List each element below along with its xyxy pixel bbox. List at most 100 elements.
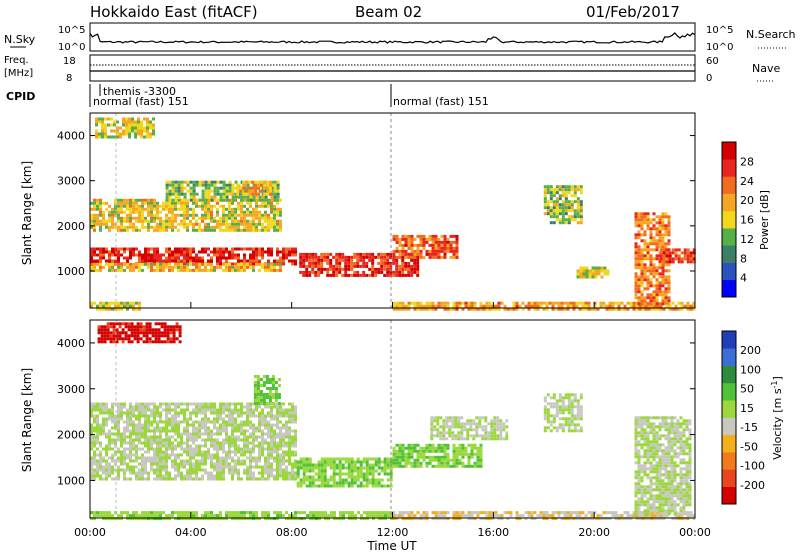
power-cell [168,259,171,263]
velocity-cell [246,477,249,481]
velocity-cell [121,322,125,326]
velocity-cell [111,426,114,430]
velocity-cell [240,408,243,412]
velocity-cell [455,455,459,459]
power-cell [279,213,282,217]
power-cell [234,213,237,217]
velocity-cell [222,408,225,412]
velocity-cell [341,481,345,485]
power-cell [652,224,656,228]
power-cell [101,132,104,136]
velocity-cell [225,408,228,412]
velocity-cell [192,408,195,412]
velocity-cell [437,464,441,468]
velocity-cell [464,464,468,468]
power-cell [152,129,155,133]
power-cell [141,225,144,229]
power-cell [180,186,184,190]
power-cell [128,132,131,136]
velocity-cell [201,426,204,430]
velocity-cell [473,517,477,521]
power-cell [174,256,177,260]
power-cell [213,228,216,232]
velocity-cell [267,411,270,415]
velocity-cell [141,414,144,418]
velocity-cell [147,444,150,448]
velocity-cell [608,511,612,515]
velocity-cell [614,514,618,518]
power-cell [576,188,580,192]
velocity-cell [133,331,137,335]
velocity-cell [225,438,228,442]
power-cell [222,216,225,220]
velocity-cell [437,455,441,459]
power-cell [655,215,659,219]
power-cell [240,222,243,226]
velocity-cell [159,417,162,421]
velocity-cell [132,465,135,469]
power-cell [225,259,228,263]
power-cell [407,240,411,244]
velocity-cell [162,459,165,463]
velocity-cell [172,328,176,332]
power-cell [207,210,210,214]
power-cell [201,180,205,184]
velocity-cell [124,322,128,326]
power-cell [231,198,235,202]
power-cell [260,189,264,193]
power-cell [591,275,595,279]
power-cell [338,270,342,274]
power-cell [276,219,279,223]
velocity-cell [219,411,222,415]
velocity-cell [458,449,462,453]
power-cell [144,247,147,251]
power-cell [443,237,447,241]
power-cell [603,269,607,273]
velocity-cell [404,455,408,459]
velocity-cell [144,432,147,436]
power-cell [137,132,140,136]
power-cell [536,301,540,305]
power-cell [652,263,656,267]
power-cell [237,259,240,263]
power-cell [222,219,225,223]
power-cell [282,262,285,266]
velocity-cell [452,449,456,453]
power-cell [674,251,678,255]
velocity-cell [213,402,216,406]
power-cell [174,207,177,211]
power-cell [567,200,571,204]
power-cell [655,284,659,288]
velocity-cell [180,462,183,466]
power-cell [543,206,547,210]
velocity-cell [311,481,315,485]
power-cell [246,186,250,190]
power-cell [561,215,565,219]
velocity-cell [162,426,165,430]
power-cell [149,135,152,139]
velocity-cell [145,331,149,335]
velocity-cell [174,405,177,409]
power-cell [114,307,117,311]
velocity-cell [228,465,231,469]
velocity-cell [157,334,161,338]
velocity-cell [270,426,273,430]
power-cell [662,260,666,264]
power-cell [555,185,559,189]
velocity-cell [490,422,494,426]
velocity-cell [129,423,132,427]
power-cell [599,304,603,308]
velocity-cell [180,471,183,475]
power-cell [111,262,114,266]
velocity-cell [478,419,482,423]
power-cell [222,207,225,211]
velocity-cell [132,459,135,463]
power-cell [294,262,297,266]
velocity-cell [338,463,342,467]
power-cell [222,180,226,184]
power-cell [189,222,192,226]
power-cell [120,207,123,211]
power-cell [665,248,669,252]
velocity-cell [323,463,327,467]
velocity-cell [174,414,177,418]
